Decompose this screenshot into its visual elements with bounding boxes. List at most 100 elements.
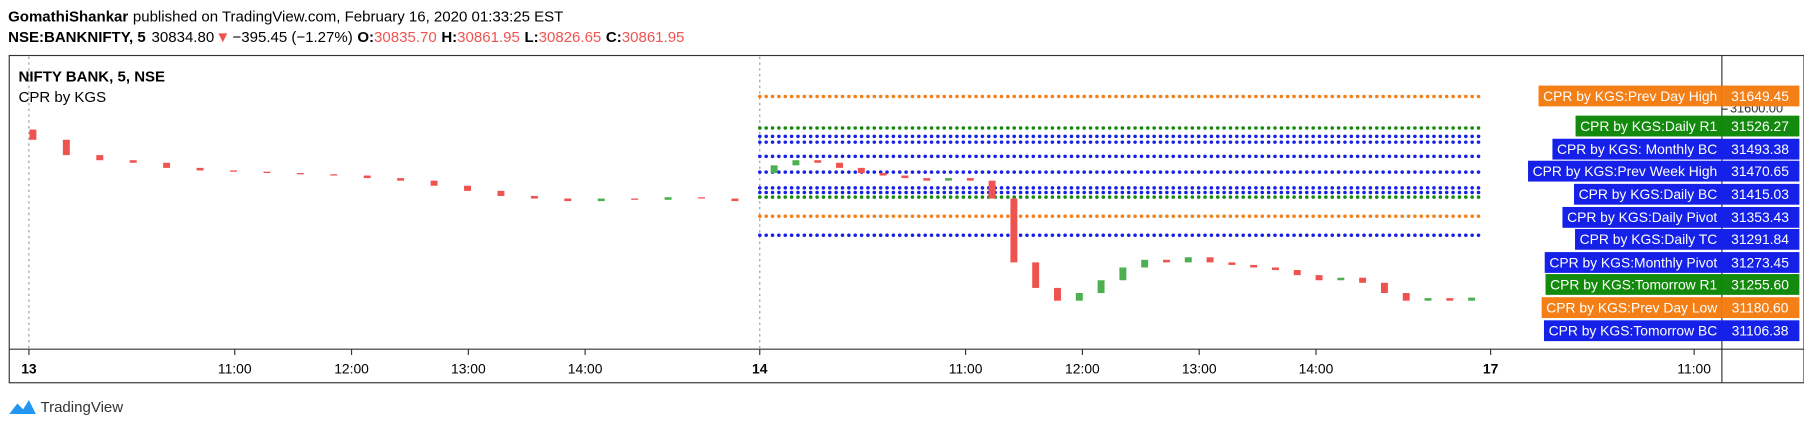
level-label: CPR by KGS:Prev Day Low 31180.60 <box>1541 297 1800 318</box>
level-labels: CPR by KGS:Prev Day High 31649.45 CPR by K… <box>1528 85 1800 342</box>
ohlc-label: O: <box>357 29 374 46</box>
level-name-box <box>1543 320 1722 342</box>
candle <box>1424 298 1432 301</box>
level-name: CPR by KGS:Monthly Pivot <box>1549 254 1717 270</box>
ohlc-label: H: <box>441 29 457 46</box>
candle <box>96 155 104 161</box>
level-value-box <box>1721 252 1800 273</box>
level-name: CPR by KGS: Monthly BC <box>1557 141 1717 157</box>
level-name: CPR by KGS:Daily TC <box>1580 231 1718 247</box>
candle <box>196 167 204 171</box>
level-label: CPR by KGS:Prev Day High 31649.45 <box>1538 85 1800 107</box>
x-tick-label: 13:00 <box>1182 361 1217 377</box>
candle <box>1010 198 1018 263</box>
candle <box>836 162 843 168</box>
level-name-box <box>1573 183 1722 205</box>
level-label: CPR by KGS:Monthly Pivot 31273.45 <box>1544 252 1800 273</box>
candle <box>770 165 778 173</box>
candle <box>1075 293 1083 301</box>
candle <box>988 180 996 199</box>
x-tick-label: 14:00 <box>568 361 603 377</box>
level-label: CPR by KGS:Daily BC 31415.03 <box>1573 183 1800 205</box>
logo: TradingView <box>9 399 123 416</box>
logo-icon <box>9 400 36 414</box>
level-value: 31649.45 <box>1731 88 1789 104</box>
candle <box>664 197 672 200</box>
candle <box>363 175 371 179</box>
level-label: CPR by KGS:Daily TC 31291.84 <box>1575 228 1800 250</box>
candle <box>230 170 237 172</box>
level-label: CPR by KGS:Tomorrow BC 31106.38 <box>1543 320 1800 342</box>
level-value: 31470.65 <box>1731 163 1789 179</box>
candle <box>497 190 505 196</box>
level-name-box <box>1575 228 1722 250</box>
candle <box>129 160 137 163</box>
x-tick-label: 14 <box>752 361 768 377</box>
candle <box>814 160 822 163</box>
candle <box>597 198 605 202</box>
level-value-box <box>1721 138 1800 160</box>
candle <box>1271 267 1279 271</box>
candle <box>1228 262 1236 265</box>
candle <box>564 198 572 202</box>
candle <box>1468 297 1476 301</box>
candle <box>1097 280 1105 294</box>
level-value-box <box>1721 160 1800 182</box>
candle <box>901 175 909 179</box>
level-value-box <box>1721 297 1800 318</box>
chart-title: NIFTY BANK, 5, NSE <box>19 68 166 85</box>
level-name: CPR by KGS:Tomorrow BC <box>1549 323 1718 339</box>
candle <box>530 195 538 199</box>
level-value-box <box>1721 320 1800 342</box>
candle <box>1054 287 1061 301</box>
level-value: 31106.38 <box>1732 323 1789 339</box>
level-value: 31255.60 <box>1731 276 1789 292</box>
level-value: 31415.03 <box>1731 186 1789 202</box>
ohlc-label: C: <box>606 29 622 46</box>
candle <box>29 129 37 140</box>
ohlc-value: 30826.65 <box>539 29 602 46</box>
candle <box>62 139 70 156</box>
candle <box>923 178 931 181</box>
candle <box>698 197 705 199</box>
x-tick-label: 11:00 <box>218 361 252 377</box>
ohlc-value: 30835.70 <box>374 29 437 46</box>
candle <box>1141 259 1149 268</box>
level-value: 31353.43 <box>1731 209 1789 225</box>
ohlc-label: L: <box>524 29 538 46</box>
level-name: CPR by KGS:Daily BC <box>1579 186 1718 202</box>
symbol: NSE:BANKNIFTY, 5 <box>8 29 146 46</box>
publish-line: GomathiShankar published on TradingView.c… <box>8 8 563 25</box>
level-name-box <box>1575 115 1722 137</box>
published: published on TradingView.com, February 1… <box>133 8 563 25</box>
candle <box>792 160 800 166</box>
indicator-name: CPR by KGS <box>19 89 107 106</box>
level-name: CPR by KGS:Prev Day Low <box>1546 299 1718 315</box>
candle <box>966 178 974 181</box>
candle <box>1250 264 1258 268</box>
level-value-box <box>1721 206 1800 228</box>
candle <box>731 198 739 202</box>
chart-frame <box>8 54 1804 384</box>
x-tick-label: 13:00 <box>451 361 486 377</box>
x-tick-label: 11:00 <box>1677 361 1711 377</box>
level-value: 31180.60 <box>1732 299 1789 315</box>
footer-brand: TradingView <box>40 399 123 416</box>
x-tick-label: 13 <box>21 361 37 377</box>
level-name-box <box>1528 160 1722 182</box>
candle <box>1184 257 1192 263</box>
candle <box>1402 293 1410 301</box>
candle <box>163 162 171 168</box>
level-label: CPR by KGS:Daily R1 31526.27 <box>1575 115 1800 137</box>
candle <box>1359 277 1367 283</box>
level-label: CPR by KGS:Daily Pivot 31353.43 <box>1562 206 1800 228</box>
candle <box>1446 298 1454 301</box>
level-name: CPR by KGS:Daily R1 <box>1580 118 1717 134</box>
candle <box>1162 259 1170 263</box>
level-value: 31273.45 <box>1731 254 1789 270</box>
level-value: 31493.38 <box>1731 141 1789 157</box>
candle <box>1293 270 1301 276</box>
x-tick-label: 11:00 <box>949 361 983 377</box>
candle <box>397 178 405 181</box>
